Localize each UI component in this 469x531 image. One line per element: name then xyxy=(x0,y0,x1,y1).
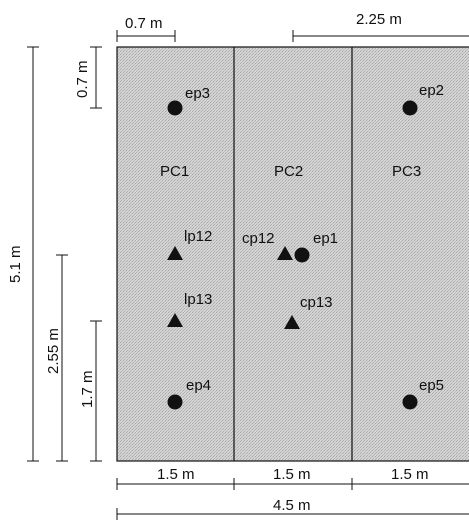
ep1-marker xyxy=(294,247,310,263)
lp12-marker xyxy=(167,246,183,260)
dim-bottom-col3-label: 1.5 m xyxy=(391,466,429,483)
zone-label-pc2: PC2 xyxy=(274,163,303,180)
cp13-marker xyxy=(284,315,300,329)
dim-top-right xyxy=(292,30,469,42)
ep5-marker xyxy=(402,394,418,410)
dim-bottom-col2-label: 1.5 m xyxy=(273,466,311,483)
cp13-label: cp13 xyxy=(300,294,333,311)
ep1-label: ep1 xyxy=(313,230,338,247)
dim-top-right-label: 2.25 m xyxy=(356,11,402,28)
ep4-label: ep4 xyxy=(186,377,211,394)
ep3-marker xyxy=(167,100,183,116)
dim-left-total xyxy=(27,46,39,462)
dim-bottom-cols xyxy=(116,478,469,490)
dim-top-left-label: 0.7 m xyxy=(125,15,163,32)
dim-left-low-label: 1.7 m xyxy=(79,370,96,408)
lp12-label: lp12 xyxy=(184,228,212,245)
dim-left-mid-label: 2.55 m xyxy=(45,328,62,374)
dim-left-small xyxy=(90,46,102,109)
ep3-label: ep3 xyxy=(185,85,210,102)
dim-bottom-col1-label: 1.5 m xyxy=(157,466,195,483)
zone-label-pc3: PC3 xyxy=(392,163,421,180)
ep2-marker xyxy=(402,100,418,116)
lp13-label: lp13 xyxy=(184,291,212,308)
ep2-label: ep2 xyxy=(419,82,444,99)
ep5-label: ep5 xyxy=(419,377,444,394)
cp12-label: cp12 xyxy=(242,230,275,247)
ep4-marker xyxy=(167,394,183,410)
dim-left-small-label: 0.7 m xyxy=(74,60,91,98)
dim-bottom-total-label: 4.5 m xyxy=(273,497,311,514)
cp12-marker xyxy=(277,246,293,260)
dim-left-low xyxy=(90,320,102,462)
dim-top-left xyxy=(116,30,176,42)
zone-label-pc1: PC1 xyxy=(160,163,189,180)
dim-left-total-label: 5.1 m xyxy=(7,245,24,283)
lp13-marker xyxy=(167,313,183,327)
dim-left-mid xyxy=(56,254,68,462)
dim-bottom-total xyxy=(116,508,469,520)
